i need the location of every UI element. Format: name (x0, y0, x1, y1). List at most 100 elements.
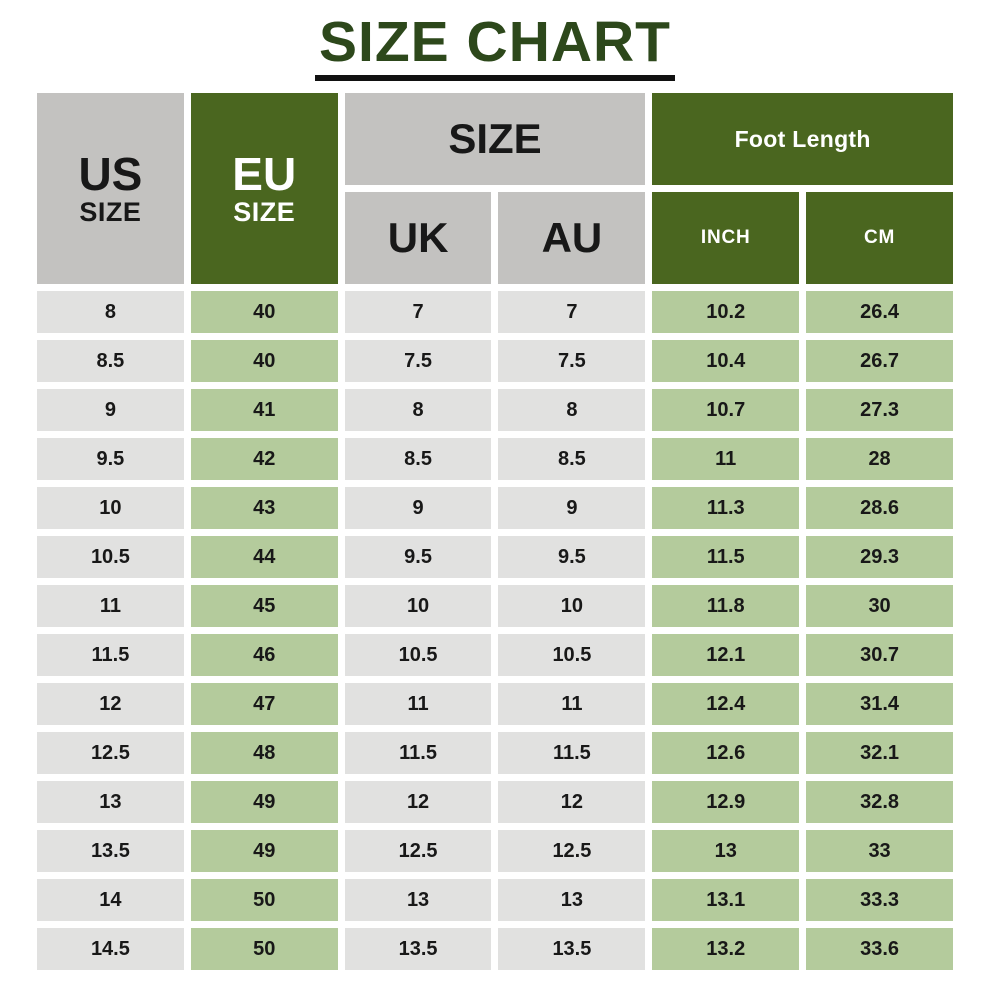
table-cell: 42 (190, 438, 338, 480)
table-cell: 40 (190, 340, 338, 382)
table-cell: 11 (498, 683, 646, 725)
table-cell: 46 (190, 634, 338, 676)
table-cell: 47 (190, 683, 338, 725)
table-cell: 11 (344, 683, 492, 725)
table-cell: 33.3 (806, 879, 953, 921)
table-cell: 10.7 (652, 389, 800, 431)
table-cell: 13 (652, 830, 800, 872)
table-cell: 32.8 (806, 781, 953, 823)
table-cell: 28.6 (806, 487, 953, 529)
table-cell: 31.4 (806, 683, 953, 725)
table-cell: 12 (344, 781, 492, 823)
table-cell: 50 (190, 928, 338, 970)
table-cell: 12.9 (652, 781, 800, 823)
header-eu-size: EU SIZE (190, 93, 338, 284)
table-cell: 11.8 (652, 585, 800, 627)
table-cell: 33 (806, 830, 953, 872)
title-section: SIZE CHART (0, 0, 990, 90)
table-cell: 12.6 (652, 732, 800, 774)
header-us-label: US (78, 147, 143, 200)
header-eu-sublabel: SIZE (233, 196, 296, 227)
table-cell: 13.5 (498, 928, 646, 970)
table-cell: 30.7 (806, 634, 953, 676)
table-cell: 30 (806, 585, 953, 627)
header-eu-label: EU (232, 147, 297, 200)
table-cell: 8 (498, 389, 646, 431)
header-us-size: US SIZE (37, 93, 184, 284)
table-cell: 8.5 (498, 438, 646, 480)
table-cell: 12.5 (498, 830, 646, 872)
table-cell: 13.5 (344, 928, 492, 970)
table-cell: 33.6 (806, 928, 953, 970)
table-cell: 11 (652, 438, 800, 480)
header-us-sublabel: SIZE (79, 196, 142, 227)
table-cell: 13.1 (652, 879, 800, 921)
header-uk-label: UK (387, 214, 449, 261)
table-cell: 10 (498, 585, 646, 627)
table-cell: 28 (806, 438, 953, 480)
table-cell: 26.7 (806, 340, 953, 382)
table-cell: 10.5 (498, 634, 646, 676)
page-title: SIZE CHART (315, 14, 675, 81)
header-cm: CM (806, 192, 953, 284)
table-cell: 49 (190, 830, 338, 872)
header-cm-label: CM (863, 227, 896, 248)
table-cell: 12 (498, 781, 646, 823)
table-cell: 7.5 (498, 340, 646, 382)
table-cell: 12.5 (37, 732, 184, 774)
table-cell: 7 (344, 291, 492, 333)
table-cell: 9 (37, 389, 184, 431)
table-cell: 8.5 (344, 438, 492, 480)
table-cell: 12 (37, 683, 184, 725)
header-size-group-label: SIZE (448, 115, 542, 162)
table-cell: 49 (190, 781, 338, 823)
table-cell: 10.5 (344, 634, 492, 676)
table-cell: 11.5 (652, 536, 800, 578)
table-cell: 11 (37, 585, 184, 627)
header-inch: INCH (652, 192, 800, 284)
table-cell: 29.3 (806, 536, 953, 578)
table-cell: 26.4 (806, 291, 953, 333)
table-cell: 50 (190, 879, 338, 921)
table-cell: 10.5 (37, 536, 184, 578)
header-uk: UK (344, 192, 492, 284)
table-cell: 12.4 (652, 683, 800, 725)
size-table: US SIZE EU SIZE SIZE Foot Length UK AU I… (37, 93, 953, 970)
header-foot-length-group: Foot Length (652, 93, 953, 185)
table-cell: 10 (37, 487, 184, 529)
table-cell: 12.5 (344, 830, 492, 872)
table-cell: 9.5 (344, 536, 492, 578)
table-cell: 41 (190, 389, 338, 431)
table-cell: 13 (37, 781, 184, 823)
table-cell: 12.1 (652, 634, 800, 676)
table-cell: 7 (498, 291, 646, 333)
table-cell: 11.5 (37, 634, 184, 676)
header-size-group: SIZE (344, 93, 646, 185)
table-cell: 13 (498, 879, 646, 921)
table-cell: 10 (344, 585, 492, 627)
table-cell: 13 (344, 879, 492, 921)
table-cell: 9.5 (498, 536, 646, 578)
table-cell: 40 (190, 291, 338, 333)
table-cell: 7.5 (344, 340, 492, 382)
table-cell: 10.4 (652, 340, 800, 382)
table-cell: 11.3 (652, 487, 800, 529)
table-cell: 9 (344, 487, 492, 529)
table-cell: 44 (190, 536, 338, 578)
table-cell: 27.3 (806, 389, 953, 431)
table-cell: 14 (37, 879, 184, 921)
table-cell: 9 (498, 487, 646, 529)
table-cell: 11.5 (344, 732, 492, 774)
table-cell: 11.5 (498, 732, 646, 774)
header-foot-length-label: Foot Length (734, 125, 871, 152)
table-cell: 45 (190, 585, 338, 627)
header-au-label: AU (541, 214, 603, 261)
table-cell: 43 (190, 487, 338, 529)
header-au: AU (498, 192, 646, 284)
table-cell: 32.1 (806, 732, 953, 774)
table-cell: 14.5 (37, 928, 184, 970)
table-cell: 10.2 (652, 291, 800, 333)
table-cell: 48 (190, 732, 338, 774)
table-cell: 13.5 (37, 830, 184, 872)
table-cell: 8.5 (37, 340, 184, 382)
